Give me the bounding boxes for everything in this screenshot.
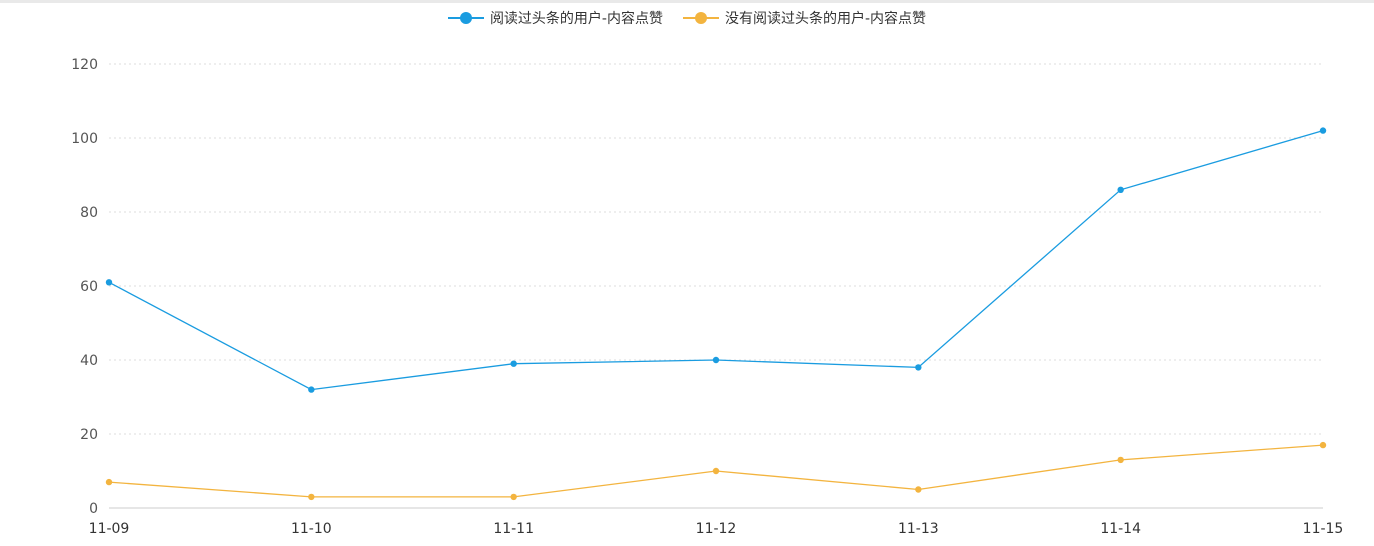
y-axis: 0 20 40 60 80 100 120: [71, 57, 98, 517]
x-tick-label: 11-15: [1303, 521, 1344, 537]
y-tick-label: 60: [80, 279, 98, 295]
top-border: [0, 0, 1374, 3]
y-tick-label: 40: [80, 353, 98, 369]
y-tick-label: 0: [89, 501, 98, 517]
data-point-series-2[interactable]: [510, 493, 517, 501]
legend-label-series-2: 没有阅读过头条的用户-内容点赞: [725, 11, 927, 27]
data-point-series-2[interactable]: [1117, 456, 1124, 464]
data-point-series-2[interactable]: [712, 467, 720, 475]
chart-legend: 阅读过头条的用户-内容点赞 没有阅读过头条的用户-内容点赞: [0, 8, 1374, 28]
data-point-series-1[interactable]: [915, 364, 922, 371]
legend-item-series-2[interactable]: 没有阅读过头条的用户-内容点赞: [683, 8, 926, 28]
data-point-series-2[interactable]: [1319, 441, 1327, 449]
x-tick-label: 11-10: [291, 521, 332, 537]
data-point-series-2[interactable]: [915, 486, 922, 493]
data-point-series-2[interactable]: [308, 493, 315, 501]
data-point-series-2[interactable]: [105, 478, 113, 486]
x-tick-label: 11-11: [493, 521, 534, 537]
legend-item-series-1[interactable]: 阅读过头条的用户-内容点赞: [447, 8, 663, 28]
x-tick-label: 11-13: [898, 521, 939, 537]
series-group: [105, 127, 1327, 501]
grid-lines: [109, 63, 1323, 509]
y-tick-label: 80: [80, 205, 98, 221]
data-point-series-1[interactable]: [1117, 186, 1124, 193]
legend-marker-series-1: [447, 12, 484, 24]
x-axis: 11-09 11-10 11-11 11-12 11-13 11-14 11-15: [89, 521, 1344, 537]
y-tick-label: 20: [80, 427, 98, 443]
legend-marker-series-2: [683, 12, 719, 24]
x-tick-label: 11-14: [1100, 521, 1141, 537]
x-tick-label: 11-09: [89, 521, 130, 537]
data-point-series-1[interactable]: [1319, 127, 1327, 134]
data-point-series-1[interactable]: [308, 386, 315, 393]
data-point-series-1[interactable]: [712, 356, 720, 364]
data-point-series-1[interactable]: [105, 279, 113, 286]
x-tick-label: 11-12: [696, 521, 737, 537]
data-point-series-1[interactable]: [510, 360, 517, 367]
y-tick-label: 120: [71, 57, 98, 73]
series-line-1: [108, 129, 1324, 391]
y-tick-label: 100: [71, 131, 98, 147]
legend-label-series-1: 阅读过头条的用户-内容点赞: [489, 11, 663, 27]
